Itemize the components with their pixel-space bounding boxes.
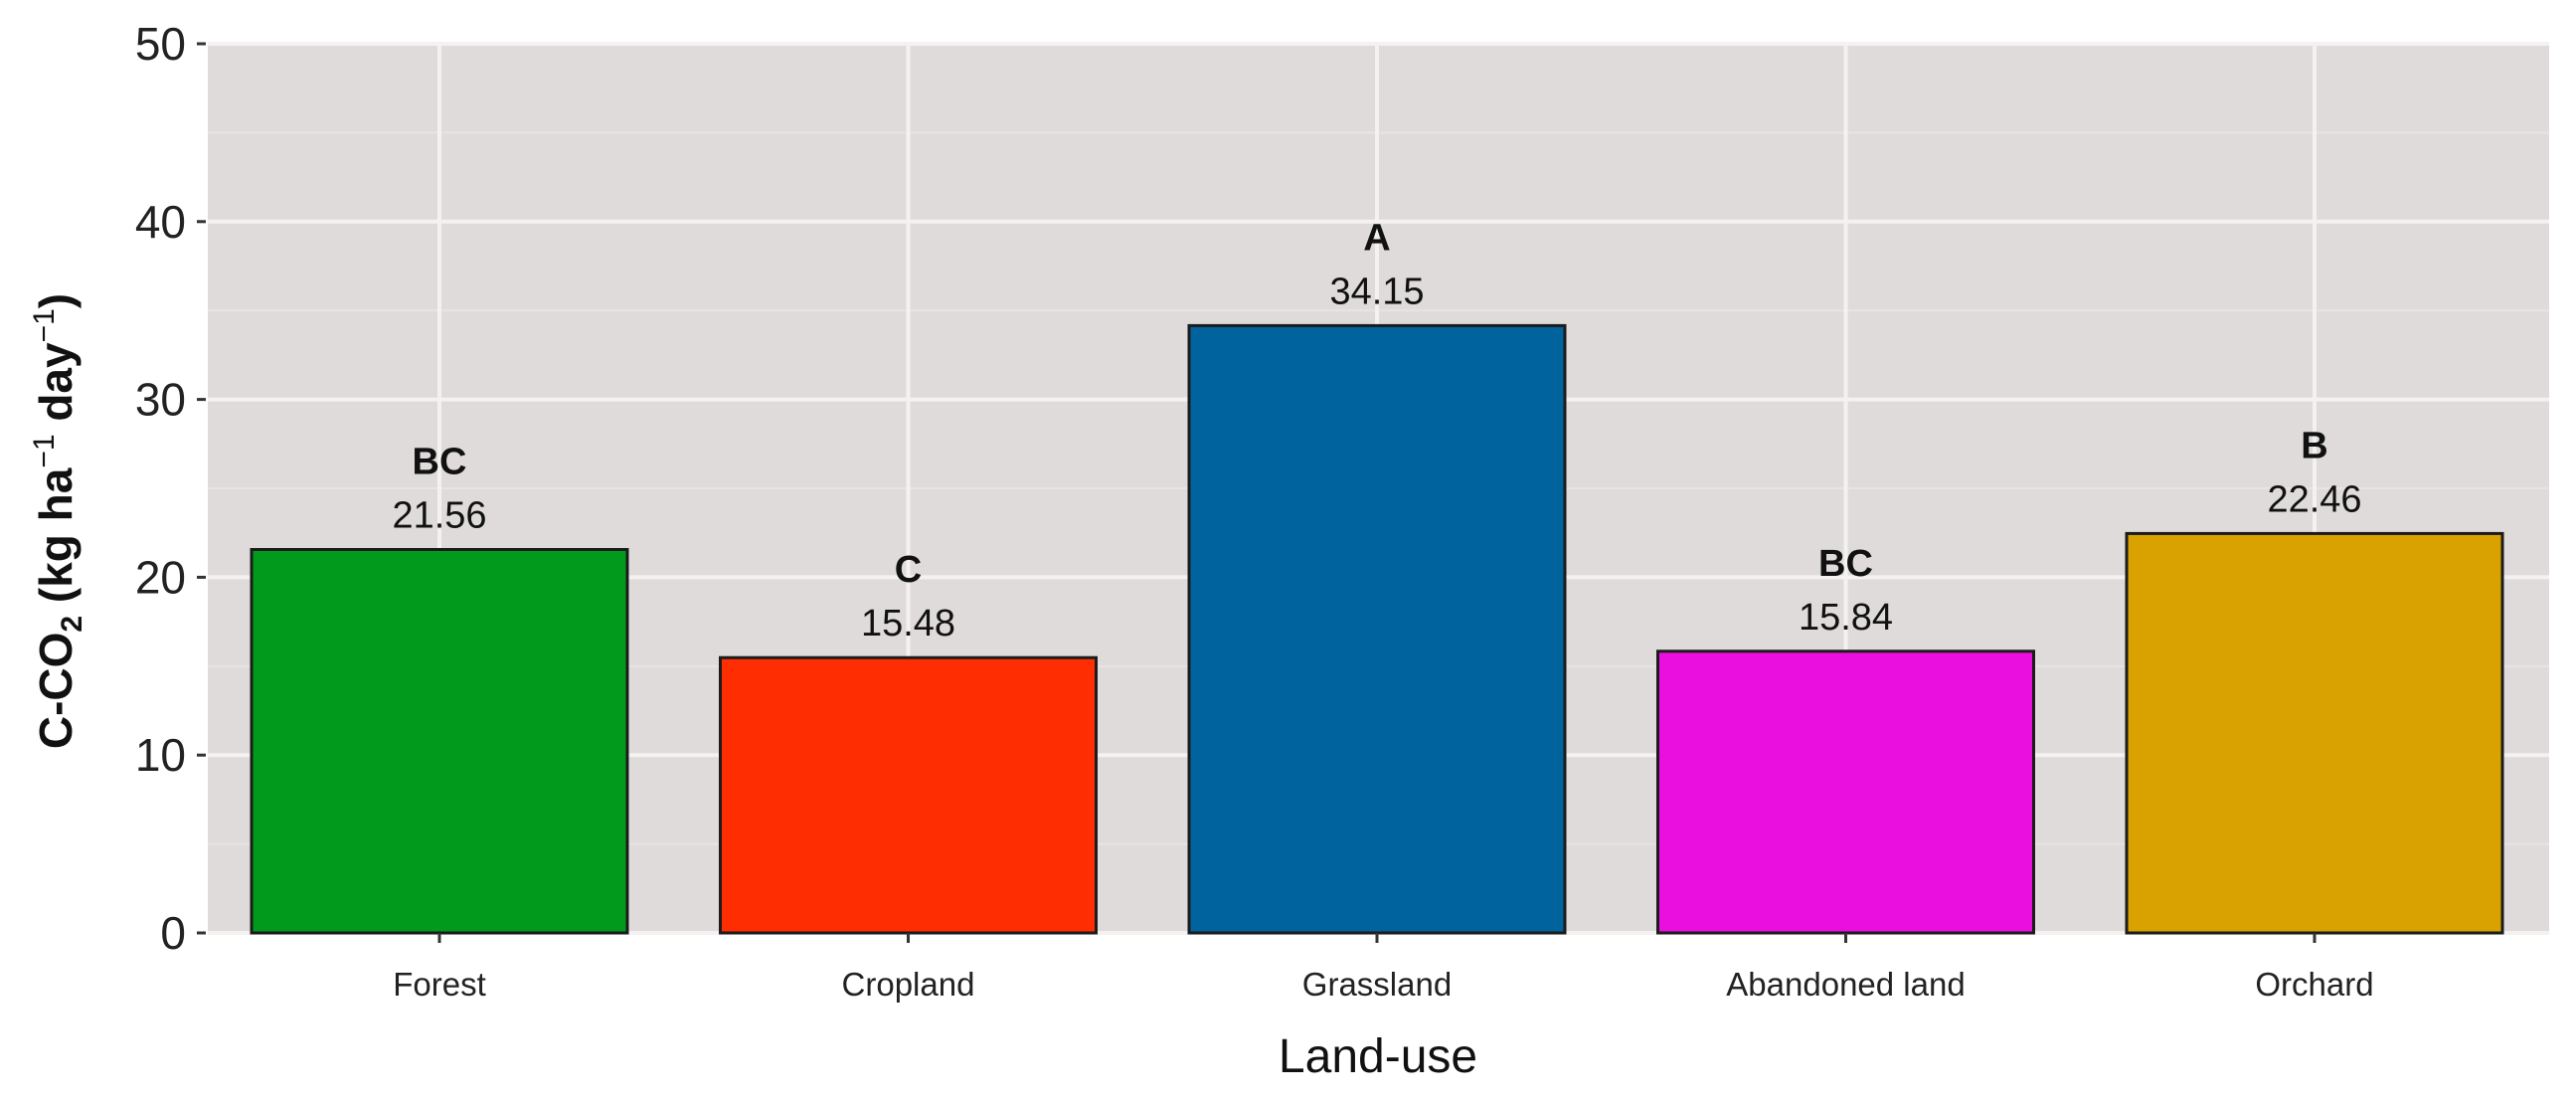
value-label: 15.48 <box>861 603 955 644</box>
x-tick-label: Orchard <box>2255 966 2373 1003</box>
y-axis-title: C-CO2 (kg ha−1 day−1) <box>28 293 88 749</box>
bar-annotations: BC 21.56 C 15.48 A 34.15 BC 15.84 B 22.46 <box>392 217 2361 644</box>
x-tick-label: Abandoned land <box>1726 966 1965 1003</box>
x-axis: Forest Cropland Grassland Abandoned land Orc… <box>393 933 2374 1003</box>
bar-orchard <box>2125 531 2504 935</box>
bar-cropland <box>719 655 1098 935</box>
y-axis: 0 10 20 30 40 50 <box>135 18 206 959</box>
significance-letter: BC <box>413 442 467 483</box>
value-label: 21.56 <box>392 495 486 537</box>
significance-letter: B <box>2301 425 2327 466</box>
x-tick-label: Cropland <box>842 966 975 1003</box>
bar-abandoned-land <box>1656 649 2035 935</box>
y-tick-label: 30 <box>135 374 186 426</box>
x-tick-label: Forest <box>393 966 486 1003</box>
significance-letter: BC <box>1818 543 1873 585</box>
y-tick-label: 0 <box>160 907 186 959</box>
y-tick-label: 20 <box>135 551 186 603</box>
bars <box>250 323 2504 935</box>
bar-grassland <box>1187 323 1567 935</box>
y-axis-title-end: ) <box>30 293 82 308</box>
value-label: 15.84 <box>1799 597 1893 639</box>
y-axis-title-subscript: 2 <box>56 616 88 633</box>
y-axis-title-superscript-2: −1 <box>28 308 61 342</box>
y-axis-title-superscript-1: −1 <box>28 434 61 467</box>
y-axis-title-main: C-CO <box>30 633 82 750</box>
y-axis-title-unit-1: (kg ha <box>30 467 82 616</box>
y-tick-label: 40 <box>135 196 186 248</box>
y-tick-label: 10 <box>135 729 186 781</box>
significance-letter: C <box>895 549 922 591</box>
bar-forest <box>250 548 629 935</box>
value-label: 34.15 <box>1329 271 1424 312</box>
y-tick-label: 50 <box>135 18 186 70</box>
y-axis-title-unit-2: day <box>30 342 82 434</box>
x-axis-title: Land-use <box>1279 1030 1477 1083</box>
significance-letter: A <box>1363 217 1390 259</box>
x-tick-label: Grassland <box>1302 966 1452 1003</box>
value-label: 22.46 <box>2267 478 2361 520</box>
